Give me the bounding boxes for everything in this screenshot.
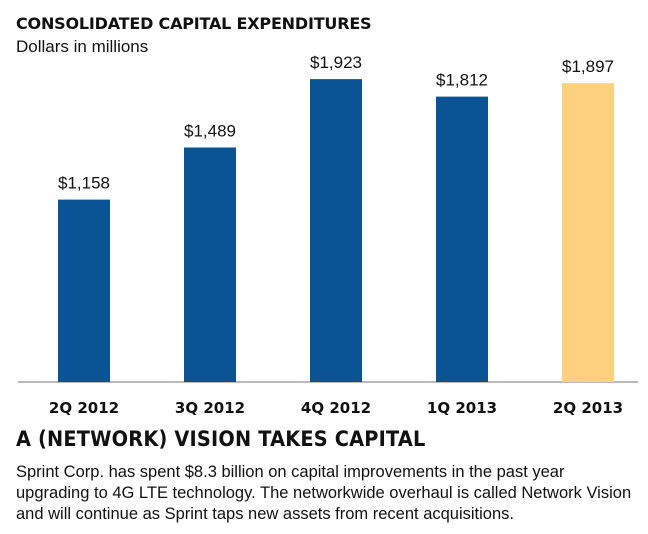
bar-2q-2012 bbox=[58, 199, 110, 382]
bar-3q-2012 bbox=[184, 147, 236, 382]
bar-1q-2013 bbox=[436, 96, 488, 383]
chart-subtitle: Dollars in millions bbox=[16, 37, 149, 56]
x-tick-label: 1Q 2013 bbox=[427, 399, 497, 417]
data-label: $1,923 bbox=[310, 53, 362, 72]
x-tick-labels-group: 2Q 2012 3Q 2012 4Q 2012 1Q 2013 2Q 2013 bbox=[49, 399, 623, 417]
bar-2q-2013 bbox=[562, 83, 614, 382]
x-tick-label: 2Q 2013 bbox=[553, 399, 623, 417]
bar-4q-2012 bbox=[310, 79, 362, 382]
data-label: $1,489 bbox=[184, 121, 236, 140]
bars-group bbox=[58, 79, 614, 383]
x-tick-label: 2Q 2012 bbox=[49, 399, 119, 417]
data-labels-group: $1,158 $1,489 $1,923 $1,812 $1,897 bbox=[58, 53, 614, 192]
headline: A (NETWORK) VISION TAKES CAPITAL bbox=[16, 427, 426, 451]
data-label: $1,897 bbox=[562, 57, 614, 76]
data-label: $1,812 bbox=[436, 71, 488, 90]
x-tick-label: 3Q 2012 bbox=[175, 399, 245, 417]
body-text: Sprint Corp. has spent $8.3 billion on c… bbox=[16, 463, 632, 523]
chart-title: CONSOLIDATED CAPITAL EXPENDITURES bbox=[16, 14, 372, 33]
data-label: $1,158 bbox=[58, 174, 110, 193]
x-tick-label: 4Q 2012 bbox=[301, 399, 371, 417]
bar-chart: $1,158 $1,489 $1,923 $1,812 $1,897 2Q 2012 3Q… bbox=[18, 53, 638, 417]
